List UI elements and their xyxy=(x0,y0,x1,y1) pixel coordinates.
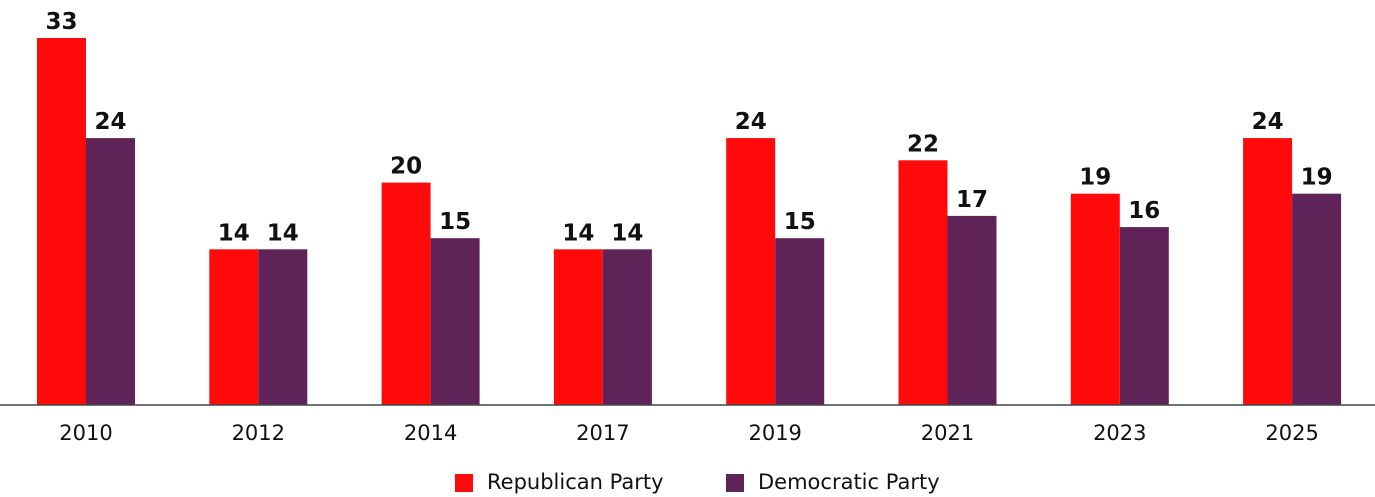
x-tick-label-2010: 2010 xyxy=(59,421,112,445)
bar-democratic-2017 xyxy=(602,249,652,405)
bars-group xyxy=(37,38,1342,405)
value-label-republican-2019: 24 xyxy=(735,109,767,135)
bar-democratic-2025 xyxy=(1292,193,1342,405)
x-tick-label-2012: 2012 xyxy=(232,421,285,445)
x-axis-tick-labels: 2010 2012 2014 2017 2019 2021 2023 2025 xyxy=(59,421,1319,445)
bar-democratic-2014 xyxy=(430,238,480,405)
value-label-democratic-2023: 16 xyxy=(1128,198,1160,224)
value-label-democratic-2017: 14 xyxy=(611,220,643,246)
x-tick-label-2023: 2023 xyxy=(1093,421,1146,445)
value-label-democratic-2021: 17 xyxy=(956,187,988,213)
bar-republican-2023 xyxy=(1070,193,1120,405)
x-tick-label-2017: 2017 xyxy=(576,421,629,445)
x-tick-label-2025: 2025 xyxy=(1265,421,1318,445)
bar-democratic-2012 xyxy=(258,249,308,405)
value-label-republican-2023: 19 xyxy=(1079,165,1111,191)
value-label-republican-2025: 24 xyxy=(1252,109,1284,135)
value-label-republican-2010: 33 xyxy=(45,9,77,35)
value-label-democratic-2010: 24 xyxy=(94,109,126,135)
bar-republican-2021 xyxy=(898,160,948,405)
x-tick-label-2019: 2019 xyxy=(748,421,801,445)
bar-democratic-2019 xyxy=(775,238,825,405)
x-tick-label-2014: 2014 xyxy=(404,421,457,445)
bar-democratic-2023 xyxy=(1119,227,1169,405)
value-label-republican-2012: 14 xyxy=(218,220,250,246)
bar-republican-2012 xyxy=(209,249,259,405)
legend-swatch-republican xyxy=(455,474,473,492)
bar-republican-2010 xyxy=(37,38,86,405)
value-label-republican-2014: 20 xyxy=(390,154,422,180)
x-tick-label-2021: 2021 xyxy=(921,421,974,445)
legend: Republican Party Democratic Party xyxy=(455,470,940,494)
bar-republican-2017 xyxy=(553,249,603,405)
legend-swatch-democratic xyxy=(726,474,744,492)
value-label-democratic-2025: 19 xyxy=(1301,165,1333,191)
value-label-democratic-2012: 14 xyxy=(267,220,299,246)
value-label-democratic-2014: 15 xyxy=(439,209,471,235)
bar-republican-2019 xyxy=(726,138,776,405)
value-label-democratic-2019: 15 xyxy=(784,209,816,235)
legend-label-democratic: Democratic Party xyxy=(758,470,940,494)
bar-republican-2014 xyxy=(381,182,431,405)
bar-democratic-2021 xyxy=(947,215,997,405)
value-label-republican-2017: 14 xyxy=(562,220,594,246)
bar-republican-2025 xyxy=(1243,138,1293,405)
legend-label-republican: Republican Party xyxy=(487,470,664,494)
bar-democratic-2010 xyxy=(86,138,135,405)
value-label-republican-2021: 22 xyxy=(907,131,939,157)
value-labels-group: 33 24 14 14 20 15 14 14 24 15 22 17 19 16 24 19 xyxy=(45,9,1332,246)
